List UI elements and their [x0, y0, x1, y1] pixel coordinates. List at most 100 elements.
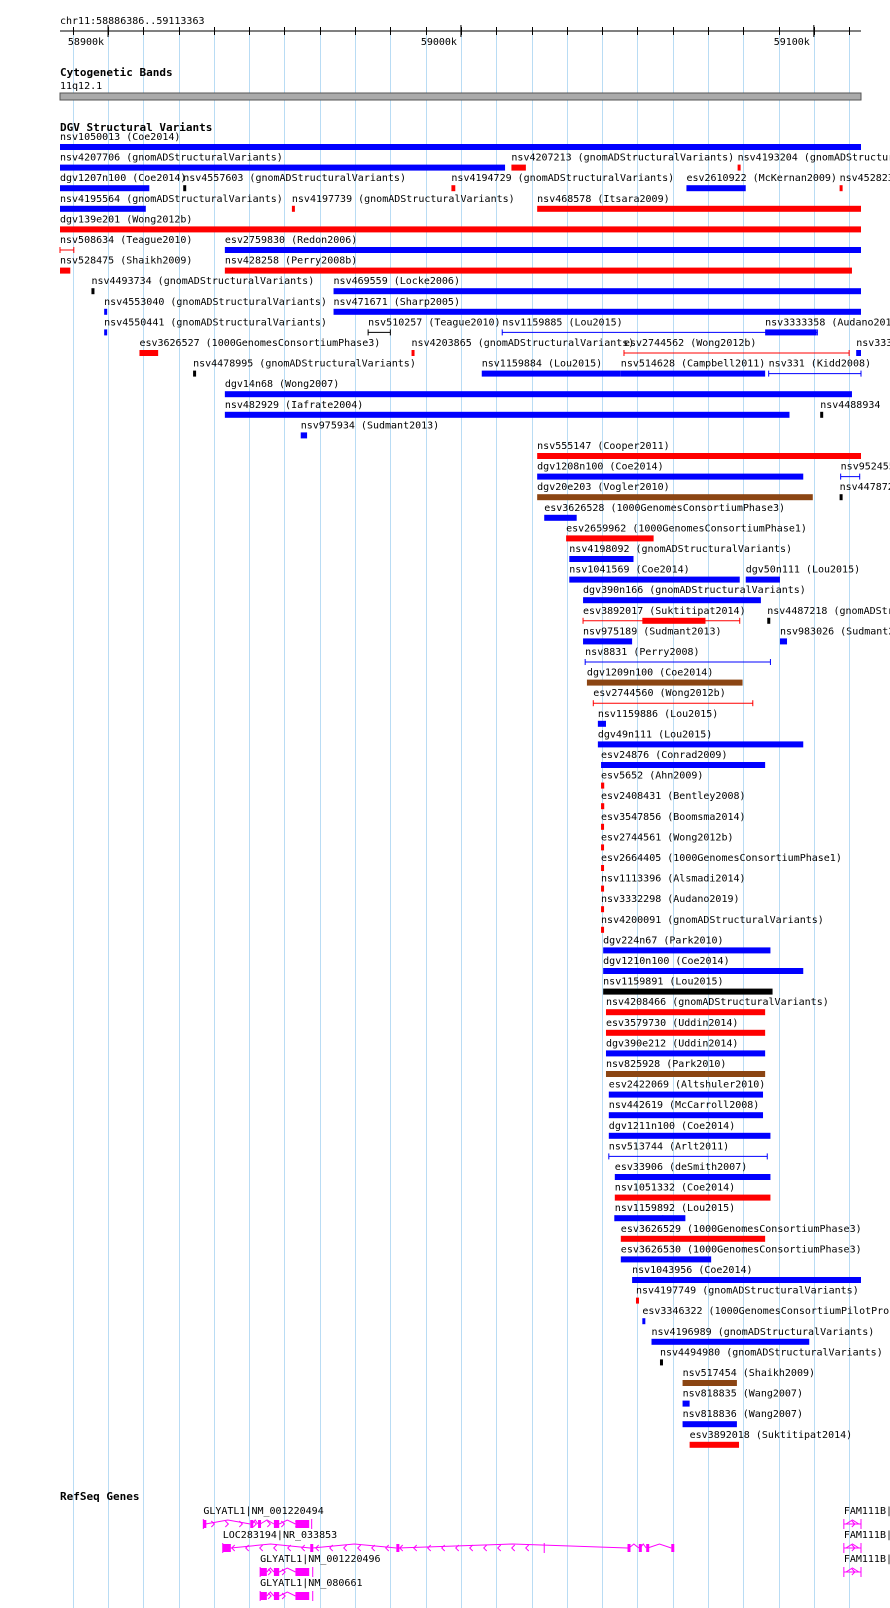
dgv-variant[interactable]: nsv447872 — [839, 482, 890, 501]
dgv-variant[interactable]: nsv4198092 (gnomADStructuralVariants) — [569, 544, 792, 562]
dgv-variant[interactable]: nsv4487218 (gnomADStructuralVariants) — [767, 606, 890, 624]
dgv-variant[interactable]: nsv469559 (Locke2006) — [333, 276, 862, 295]
dgv-variant[interactable]: nsv517454 (Shaikh2009) — [682, 1368, 815, 1386]
dgv-variant[interactable] — [614, 1215, 686, 1222]
dgv-variant[interactable]: nsv513744 (Arlt2011) — [608, 1141, 768, 1160]
dgv-variant[interactable]: esv2659962 (1000GenomesConsortiumPhase1) — [566, 523, 807, 542]
dgv-variant[interactable]: nsv952455 — [840, 462, 890, 480]
dgv-variant[interactable]: esv2759830 (Redon2006) — [224, 235, 861, 253]
dgv-variant[interactable]: nsv818836 (Wang2007) — [682, 1409, 803, 1428]
dgv-variant[interactable]: nsv4196989 (gnomADStructuralVariants) — [651, 1327, 875, 1345]
dgv-variant[interactable]: dgv224n67 (Park2010) — [603, 935, 771, 954]
dgv-variant[interactable]: dgv49n111 (Lou2015) — [597, 729, 804, 748]
dgv-variant[interactable]: nsv4208466 (gnomADStructuralVariants) — [605, 997, 829, 1016]
dgv-variant[interactable]: dgv390n166 (gnomADStructuralVariants) — [583, 585, 806, 604]
refseq-gene[interactable]: FAM111B|NM_ — [843, 1506, 890, 1529]
dgv-variant[interactable]: nsv528475 (Shaikh2009) — [60, 256, 192, 274]
dgv-variant[interactable]: nsv1159886 (Lou2015) — [597, 709, 718, 727]
dgv-variant[interactable]: esv3346322 (1000GenomesConsortiumPilotPr… — [642, 1306, 890, 1325]
dgv-variant[interactable]: nsv555147 (Cooper2011) — [537, 441, 861, 459]
dgv-variant[interactable]: nsv333 — [856, 338, 890, 356]
dgv-variant[interactable]: nsv4207213 (gnomADStructuralVariants) — [511, 153, 734, 171]
dgv-variant[interactable]: dgv20e203 (Vogler2010) — [537, 482, 813, 501]
dgv-variant[interactable]: esv33906 (deSmith2007) — [614, 1162, 771, 1180]
dgv-variant[interactable]: esv2408431 (Bentley2008) — [601, 791, 746, 810]
dgv-variant[interactable]: dgv50n111 (Lou2015) — [745, 565, 860, 583]
dgv-variant[interactable]: nsv1051332 (Coe2014) — [614, 1183, 771, 1201]
dgv-variant[interactable]: nsv983026 (Sudmant2013) — [779, 626, 890, 645]
dgv-variant[interactable]: nsv4194729 (gnomADStructuralVariants) — [451, 173, 674, 192]
dgv-variant[interactable]: dgv1208n100 (Coe2014) — [537, 462, 804, 480]
dgv-variant[interactable]: esv3626528 (1000GenomesConsortiumPhase3) — [544, 503, 785, 521]
dgv-variant[interactable]: nsv3332298 (Audano2019) — [601, 894, 740, 913]
dgv-variant[interactable]: nsv4197739 (gnomADStructuralVariants) — [291, 194, 515, 212]
dgv-variant[interactable]: nsv4200091 (gnomADStructuralVariants) — [601, 915, 824, 933]
dgv-variant[interactable]: esv5652 (Ahn2009) — [601, 771, 703, 789]
dgv-variant[interactable]: nsv4193204 (gnomADStructuralVariants) — [737, 153, 890, 171]
dgv-variant[interactable]: esv2664405 (1000GenomesConsortiumPhase1) — [601, 853, 842, 871]
dgv-variant[interactable]: esv2744561 (Wong2012b) — [601, 832, 733, 851]
dgv-variant[interactable]: nsv4195564 (gnomADStructuralVariants) — [60, 194, 283, 212]
dgv-variant[interactable]: nsv4493734 (gnomADStructuralVariants) — [91, 276, 314, 295]
dgv-variant[interactable]: nsv1043956 (Coe2014) — [632, 1265, 861, 1283]
dgv-variant[interactable]: dgv1210n100 (Coe2014) — [603, 956, 804, 974]
dgv-variant[interactable]: nsv4550441 (gnomADStructuralVariants) — [104, 317, 327, 336]
dgv-variant[interactable]: nsv1050013 (Coe2014) — [60, 132, 861, 150]
dgv-variant[interactable]: nsv1041569 (Coe2014) — [569, 565, 740, 583]
dgv-variant[interactable]: nsv452823 — [839, 173, 890, 192]
dgv-variant[interactable]: esv2744560 (Wong2012b) — [592, 688, 754, 707]
dgv-variant[interactable]: esv3626529 (1000GenomesConsortiumPhase3) — [620, 1224, 862, 1242]
dgv-variant[interactable] — [642, 617, 706, 624]
refseq-gene[interactable]: GLYATL1|NM_001220496 — [259, 1554, 381, 1577]
dgv-variant[interactable]: dgv1211n100 (Coe2014) — [608, 1121, 771, 1139]
dgv-variant[interactable]: dgv14n68 (Wong2007) — [224, 379, 852, 398]
refseq-gene[interactable]: FAM111B|NM_ — [843, 1554, 890, 1577]
dgv-variant[interactable]: dgv139e201 (Wong2012b) — [60, 214, 861, 233]
dgv-variant[interactable]: nsv1159891 (Lou2015) — [603, 977, 773, 995]
dgv-variant[interactable]: nsv442619 (McCarroll2008) — [608, 1100, 764, 1119]
dgv-variant[interactable]: nsv4488934 — [820, 400, 880, 418]
refseq-gene[interactable]: FAM111B|NM_ — [843, 1530, 890, 1553]
dgv-variant[interactable]: nsv975189 (Sudmant2013) — [583, 626, 722, 645]
refseq-gene[interactable]: GLYATL1|NM_080661 — [259, 1578, 363, 1601]
dgv-variant[interactable]: dgv1207n100 (Coe2014) — [60, 173, 186, 192]
dgv-variant[interactable]: nsv508634 (Teague2010) — [59, 235, 192, 253]
dgv-variant[interactable]: nsv4207706 (gnomADStructuralVariants) — [60, 153, 506, 171]
dgv-variant[interactable]: nsv514628 (Campbell2011) — [620, 359, 766, 377]
dgv-variant[interactable]: nsv4478995 (gnomADStructuralVariants) — [193, 359, 416, 377]
dgv-variant[interactable]: nsv471671 (Sharp2005) — [333, 297, 862, 315]
dgv-variant[interactable]: nsv4553040 (gnomADStructuralVariants) — [104, 297, 327, 315]
dgv-variant[interactable]: nsv510257 (Teague2010) — [367, 317, 501, 336]
dgv-variant[interactable]: nsv4557603 (gnomADStructuralVariants) — [183, 173, 406, 192]
dgv-variant[interactable]: dgv1209n100 (Coe2014) — [586, 668, 743, 686]
refseq-gene[interactable]: LOC283194|NR_033853 — [222, 1530, 675, 1553]
dgv-variant[interactable]: esv3579730 (Uddin2014) — [605, 1018, 766, 1036]
dgv-variant[interactable]: esv2610922 (McKernan2009) — [686, 173, 837, 192]
dgv-variant[interactable]: nsv825928 (Park2010) — [605, 1059, 766, 1077]
dgv-variant[interactable]: nsv428258 (Perry2008b) — [224, 256, 852, 274]
dgv-variant[interactable]: esv24876 (Conrad2009) — [601, 750, 766, 768]
dgv-variant[interactable]: esv3626530 (1000GenomesConsortiumPhase3) — [620, 1244, 862, 1263]
dgv-variant[interactable]: nsv1113396 (Alsmadi2014) — [601, 874, 746, 892]
dgv-variant[interactable]: nsv468578 (Itsara2009) — [537, 194, 861, 212]
dgv-variant[interactable]: dgv390e212 (Uddin2014) — [605, 1038, 766, 1057]
dgv-variant[interactable]: nsv4203865 (gnomADStructuralVariants) — [411, 338, 635, 356]
dgv-variant[interactable]: esv2422069 (Altshuler2010) — [608, 1080, 766, 1098]
refseq-gene[interactable]: GLYATL1|NM_001220494 — [202, 1506, 324, 1529]
dgv-variant[interactable]: esv2744562 (Wong2012b) — [623, 338, 850, 356]
dgv-variant[interactable]: nsv818835 (Wang2007) — [682, 1389, 803, 1407]
dgv-variant[interactable]: nsv1159884 (Lou2015) — [481, 359, 621, 377]
cytoband-bar[interactable] — [59, 92, 862, 101]
dgv-variant[interactable]: nsv975934 (Sudmant2013) — [300, 420, 439, 439]
dgv-variant[interactable]: nsv3333358 (Audano2019) — [765, 317, 890, 336]
dgv-variant[interactable]: nsv8831 (Perry2008) — [584, 647, 771, 665]
dgv-variant[interactable]: nsv1159885 (Lou2015) — [501, 317, 818, 336]
dgv-variant[interactable]: nsv4494980 (gnomADStructuralVariants) — [659, 1347, 883, 1366]
dgv-variant[interactable]: nsv482929 (Iafrate2004) — [224, 400, 790, 418]
dgv-variant[interactable]: esv3626527 (1000GenomesConsortiumPhase3) — [139, 338, 380, 356]
dgv-variant[interactable]: esv3547856 (Boomsma2014) — [601, 812, 746, 830]
dgv-variant[interactable]: esv3892018 (Suktitipat2014) — [689, 1430, 853, 1448]
dgv-variant[interactable]: nsv331 (Kidd2008) — [768, 359, 871, 377]
dgv-variant[interactable]: nsv4197749 (gnomADStructuralVariants) — [635, 1286, 859, 1304]
